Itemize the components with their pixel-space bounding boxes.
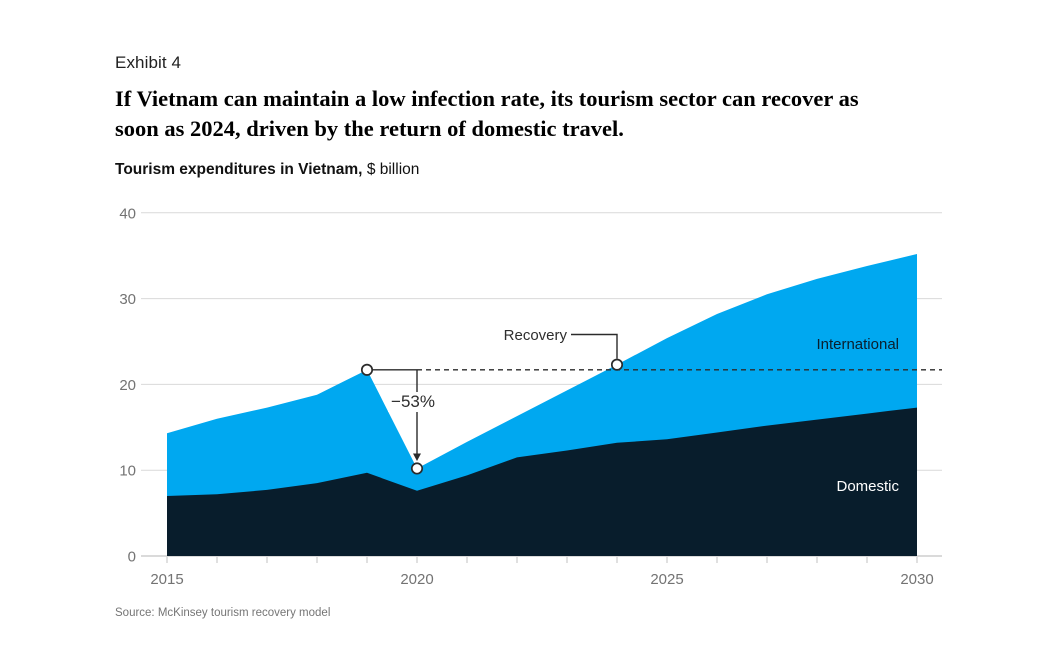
source-note: Source: McKinsey tourism recovery model: [115, 607, 331, 619]
y-tick-label: 30: [119, 291, 136, 308]
trough-marker: [410, 462, 424, 475]
percent-drop-annotation-label: −53%: [388, 392, 438, 412]
recovery-annotation-label: Recovery: [503, 327, 567, 344]
x-tick-label: 2020: [400, 571, 433, 588]
page-title-line2: soon as 2024, driven by the return of do…: [115, 116, 624, 141]
recovery-marker: [610, 358, 624, 371]
page-title-line1: If Vietnam can maintain a low infection …: [115, 86, 859, 111]
drop-arrowhead: [413, 453, 421, 461]
peak-marker: [360, 363, 374, 376]
y-tick-label: 40: [119, 205, 136, 222]
exhibit-label: Exhibit 4: [115, 53, 182, 72]
series-label-domestic: Domestic: [836, 478, 899, 495]
domestic-area: [167, 407, 917, 556]
series-label-international: International: [816, 336, 899, 353]
recovery-connector-line: [571, 333, 618, 359]
chart-subtitle-unit: $ billion: [366, 161, 420, 178]
x-tick-label: 2025: [650, 571, 683, 588]
x-tick-label: 2030: [900, 571, 933, 588]
y-tick-label: 0: [128, 549, 136, 566]
y-tick-label: 20: [119, 377, 136, 394]
x-tick-label: 2015: [150, 571, 183, 588]
chart-subtitle-bold: Tourism expenditures in Vietnam,: [115, 161, 363, 178]
chart-subtitle: Tourism expenditures in Vietnam, $ billi…: [115, 161, 419, 179]
y-tick-label: 10: [119, 463, 136, 480]
page-title: If Vietnam can maintain a low infection …: [115, 84, 960, 144]
